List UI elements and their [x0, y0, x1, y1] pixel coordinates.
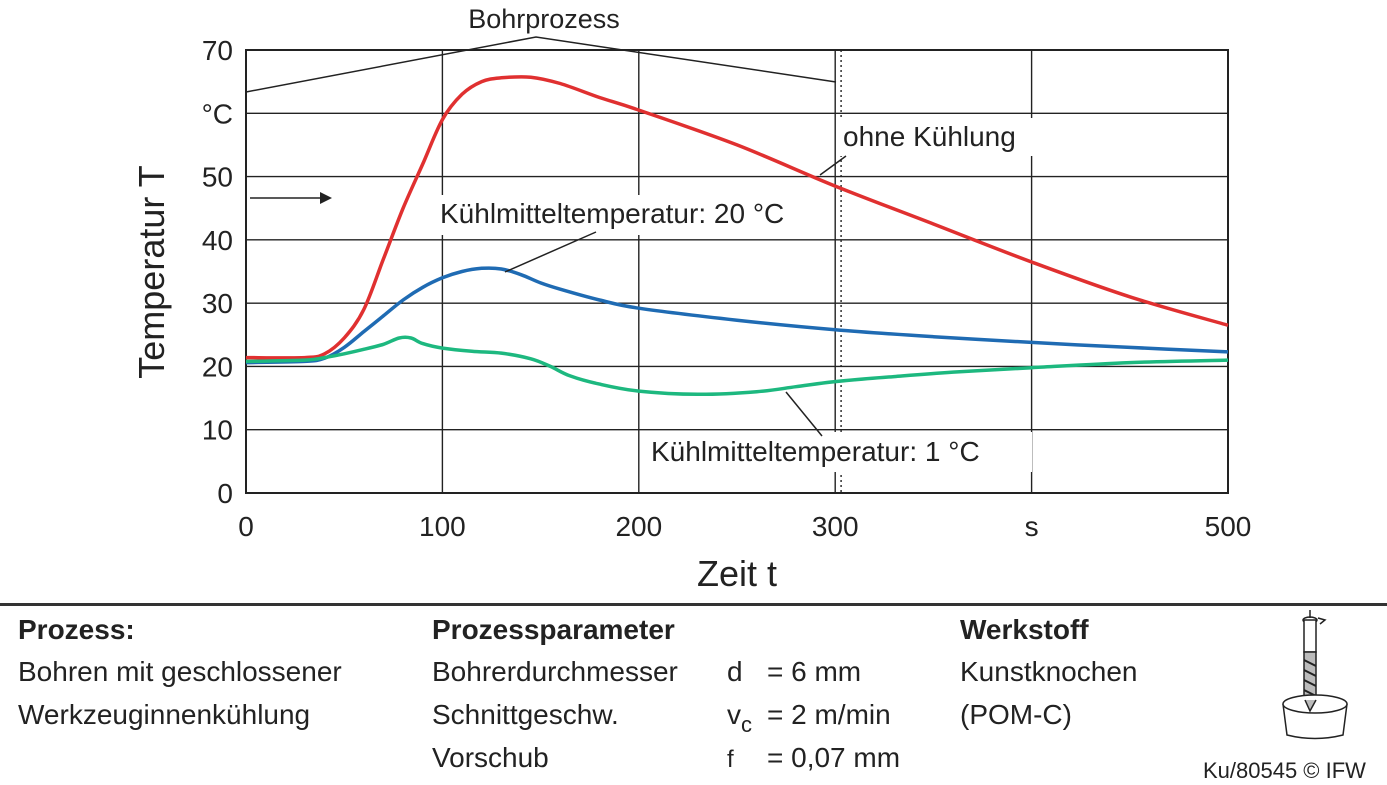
process-line-2: Werkzeuginnenkühlung: [18, 699, 311, 730]
copyright-note: Ku/80545 © IFW: [1203, 758, 1366, 783]
plot-frame: [245, 49, 1229, 494]
material-heading: Werkstoff: [960, 614, 1089, 645]
x-tick-label: 100: [419, 511, 466, 542]
y-unit-label: °C: [202, 98, 233, 129]
param-name-cutting-speed: Schnittgeschw.: [432, 699, 619, 730]
process-line-1: Bohren mit geschlossener: [18, 656, 342, 687]
chart-grid: [245, 49, 1229, 494]
annotation-box-coolant-20: [436, 195, 834, 235]
chart-tick-layer: 0 10 20 30 40 50 70 °C 0 100 200 300 s 500: [202, 35, 1252, 542]
y-tick-label: 70: [202, 35, 233, 66]
param-symbol-diameter: d: [727, 656, 743, 687]
drill-in-workpiece-icon: [1282, 610, 1348, 740]
annotation-box-coolant-1: [648, 432, 1032, 472]
param-value-feed: = 0,07 mm: [767, 742, 901, 773]
param-symbol-cutting-speed: vc: [727, 699, 752, 737]
param-value-diameter: = 6 mm: [767, 656, 862, 687]
chart-series-layer: [245, 75, 1229, 397]
chart-annotation-layer: Bohrprozess ohne Kühlung Kühlmitteltempera…: [245, 4, 1044, 472]
x-tick-label: 300: [812, 511, 859, 542]
x-tick-label: 200: [615, 511, 662, 542]
y-tick-label: 50: [202, 162, 233, 193]
x-tick-label: 500: [1205, 511, 1252, 542]
y-tick-label: 20: [202, 351, 233, 382]
chart-axis-label-layer: Zeit t Temperatur T: [131, 165, 777, 594]
annotation-process: Bohrprozess: [468, 4, 620, 34]
leader-coolant-1: [785, 391, 823, 437]
param-symbol-subscript: c: [741, 712, 752, 737]
annotation-no-cooling: ohne Kühlung: [843, 121, 1016, 152]
param-name-diameter: Bohrerdurchmesser: [432, 656, 678, 687]
series-line-kuehlmittel_1: [245, 335, 1229, 397]
temperature-chart: Bohrprozess ohne Kühlung Kühlmitteltempera…: [131, 4, 1252, 594]
process-bracket: [245, 36, 837, 93]
param-symbol-v: v: [727, 699, 741, 730]
series-line-ohne_kuehlung: [245, 75, 1229, 360]
footer-divider: [0, 603, 1387, 606]
y-tick-label: 0: [217, 478, 233, 509]
param-value-cutting-speed: = 2 m/min: [767, 699, 891, 730]
y-axis-label: Temperatur T: [131, 165, 172, 378]
annotation-coolant-1: Kühlmitteltemperatur: 1 °C: [651, 436, 980, 467]
param-symbol-feed: f: [727, 746, 734, 773]
y-tick-label: 10: [202, 415, 233, 446]
x-tick-label: 0: [238, 511, 254, 542]
x-tick-label: s: [1025, 511, 1039, 542]
series-line-kuehlmittel_20: [245, 266, 1229, 365]
y-tick-label: 40: [202, 225, 233, 256]
params-heading: Prozessparameter: [432, 614, 675, 645]
x-axis-label: Zeit t: [697, 553, 777, 594]
arrow-head: [320, 192, 332, 204]
annotation-box-no-cooling: [838, 118, 1044, 156]
leader-coolant-20: [504, 231, 597, 273]
y-tick-label: 30: [202, 288, 233, 319]
leader-no-cooling: [819, 155, 847, 176]
annotation-coolant-20: Kühlmitteltemperatur: 20 °C: [440, 198, 784, 229]
param-name-feed: Vorschub: [432, 742, 549, 773]
material-line-1: Kunstknochen: [960, 656, 1138, 687]
material-line-2: (POM-C): [960, 699, 1072, 730]
process-heading: Prozess:: [18, 614, 135, 645]
